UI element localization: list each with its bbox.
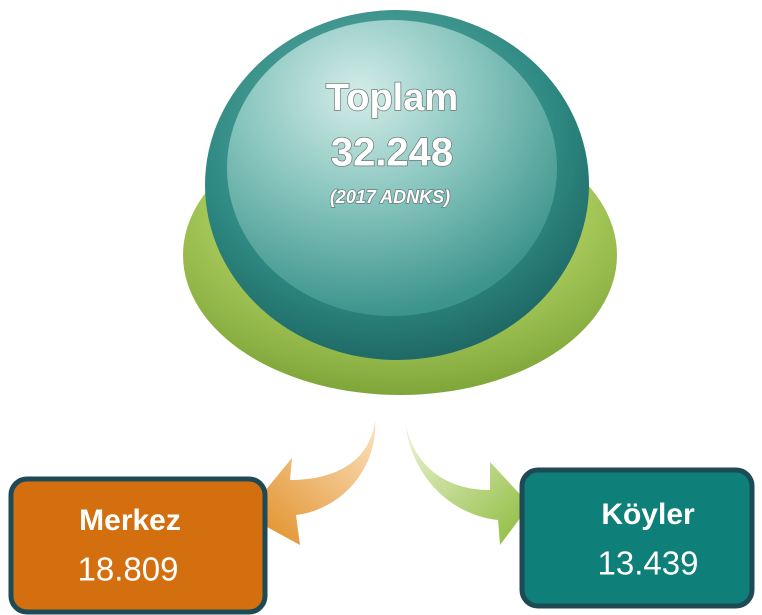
node-merkez: Merkez 18.809 bbox=[11, 479, 265, 612]
node-box bbox=[11, 479, 265, 612]
arrow-right bbox=[405, 420, 530, 545]
node-label: Merkez bbox=[79, 504, 181, 537]
button: Toplam 32.248 (2017 ADNKS) bbox=[183, 10, 617, 395]
node-value: 13.439 bbox=[598, 545, 699, 582]
node-koyler: Köyler 13.439 bbox=[522, 470, 752, 606]
node-box bbox=[522, 470, 752, 606]
node-value: 18.809 bbox=[78, 551, 179, 588]
diagram: Toplam 32.248 (2017 ADNKS) Merkez 18.809… bbox=[0, 0, 762, 615]
total-value: 32.248 bbox=[331, 131, 453, 175]
node-label: Köyler bbox=[601, 498, 695, 531]
total-title: Toplam bbox=[326, 77, 458, 119]
total-note: (2017 ADNKS) bbox=[330, 187, 450, 207]
